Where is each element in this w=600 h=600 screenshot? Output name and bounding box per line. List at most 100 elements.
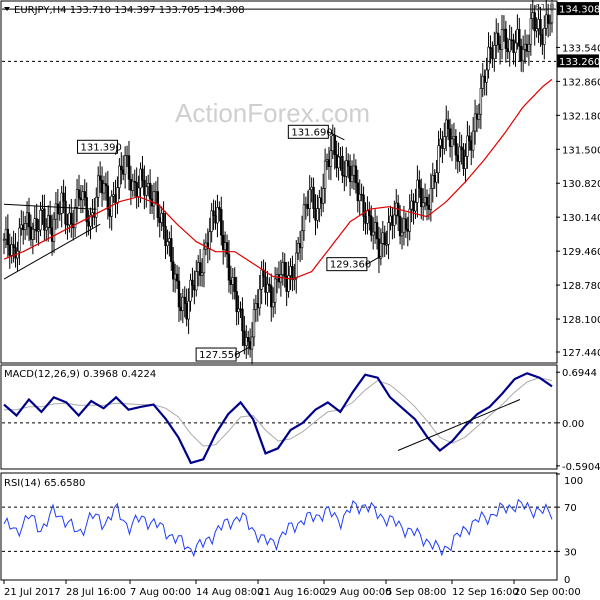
candle-body	[95, 197, 98, 218]
candle-body	[227, 253, 231, 281]
x-tick-label: 7 Aug 00:00	[130, 587, 191, 598]
candle-body	[97, 175, 100, 198]
candle-body	[102, 183, 106, 194]
candle-body	[325, 159, 329, 162]
candle-body	[112, 194, 115, 197]
rsi-tick-label: 70	[564, 503, 577, 514]
candle-body	[62, 192, 65, 202]
candle-body	[193, 285, 196, 291]
candle-body	[31, 228, 35, 240]
candle-body	[310, 186, 313, 191]
candle-body	[116, 187, 119, 204]
candle-body	[246, 337, 250, 342]
candle-body	[321, 188, 325, 204]
candle-body	[277, 274, 281, 283]
candle-body	[410, 200, 413, 210]
candle-body	[471, 130, 475, 151]
price-marker-label: 133.260	[559, 57, 600, 68]
candle-body	[539, 19, 542, 36]
candle-body	[306, 203, 310, 209]
candle-body	[302, 204, 306, 231]
rsi-title: RSI(14) 65.6580	[4, 478, 85, 489]
price-marker-box	[557, 54, 599, 68]
candle-body	[143, 179, 146, 196]
rsi-tick-label: 100	[564, 476, 583, 487]
candle-body	[281, 261, 285, 275]
candle-body	[27, 212, 31, 228]
x-tick-label: 20 Sep 00:00	[514, 587, 581, 598]
candle-body	[454, 136, 458, 156]
price-tick-label: 128.100	[562, 315, 600, 326]
candle-body	[427, 205, 431, 210]
candle-body	[77, 189, 81, 199]
candle-body	[273, 278, 277, 303]
candle-body	[356, 182, 359, 202]
macd-group: 0.6944 0.00 -0.5904	[2, 368, 600, 473]
candle-body	[100, 180, 104, 194]
price-tick-label: 132.180	[562, 111, 600, 122]
macd-panel-frame	[0, 364, 558, 470]
candle-body	[231, 277, 235, 285]
candle-body	[412, 200, 415, 212]
candle-body	[425, 196, 429, 206]
candle-body	[223, 242, 227, 251]
candle-body	[122, 169, 125, 175]
candle-body	[496, 32, 500, 46]
candle-body	[402, 218, 406, 233]
trend-line	[3, 203, 97, 210]
candle-body	[381, 232, 384, 244]
x-axis: 21 Jul 2017 28 Jul 16:00 7 Aug 00:00 14 Aug…	[3, 580, 581, 598]
candle-body	[423, 196, 427, 204]
candle-body	[470, 140, 473, 151]
candle-body	[137, 187, 140, 198]
candle-body	[435, 172, 438, 183]
candle-body	[535, 28, 538, 32]
candle-body	[404, 218, 408, 230]
candle-body	[98, 175, 102, 181]
candle-body	[304, 203, 308, 206]
price-tick-label: 133.540	[562, 43, 600, 54]
candle-body	[489, 46, 492, 49]
candle-body	[141, 168, 144, 181]
candle-body	[362, 194, 365, 217]
candle-body	[6, 228, 10, 246]
candle-body	[437, 145, 440, 174]
candle-body	[208, 231, 211, 250]
candle-body	[527, 43, 531, 52]
macd-title: MACD(12,26,9) 0.3968 0.4224	[4, 369, 156, 380]
candle-body	[183, 296, 186, 304]
candle-body	[366, 210, 369, 224]
candle-body	[420, 187, 423, 208]
candle-body	[70, 212, 73, 225]
candle-body	[316, 208, 319, 221]
candle-body	[329, 150, 333, 167]
candle-body	[173, 273, 177, 280]
candle-body	[266, 283, 269, 293]
candle-body	[25, 212, 29, 224]
candle-body	[518, 29, 521, 47]
candle-body	[291, 266, 294, 280]
candle-body	[341, 156, 344, 176]
candle-body	[348, 165, 352, 183]
annotation-leader	[235, 346, 251, 355]
candle-body	[212, 210, 215, 216]
candle-body	[172, 261, 175, 280]
price-axis: 133.540 132.860 132.180 131.500 130.820 130.1…	[556, 43, 600, 359]
rsi-group: 100 70 30 0	[2, 473, 583, 586]
candle-body	[287, 275, 290, 292]
candle-body	[89, 214, 92, 227]
rsi-tick-label: 0	[564, 575, 570, 586]
candle-body	[481, 75, 484, 89]
candle-body	[191, 279, 194, 286]
candle-body	[125, 155, 129, 157]
x-tick-label: 29 Aug 00:00	[324, 587, 391, 598]
price-tick-label: 127.440	[562, 348, 600, 359]
candle-body	[254, 303, 258, 310]
candle-body	[235, 291, 238, 313]
candle-body	[243, 330, 246, 346]
macd-tick-label: 0.6944	[562, 368, 597, 379]
candle-body	[335, 154, 338, 169]
candle-body	[83, 191, 86, 198]
